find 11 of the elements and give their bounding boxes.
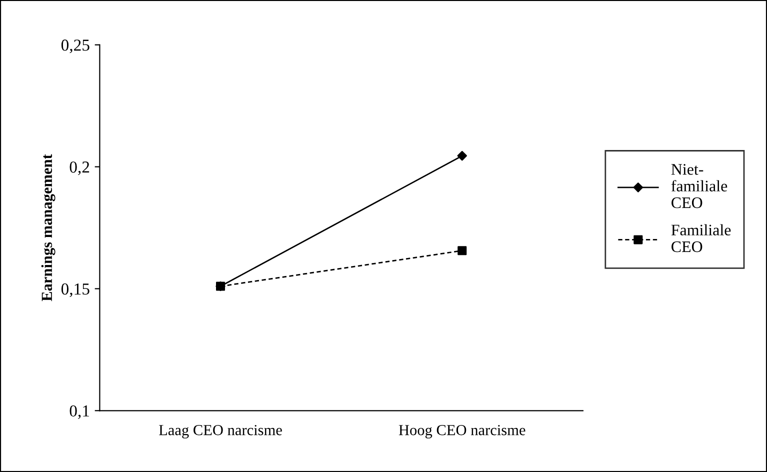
x-tick-label: Hoog CEO narcisme bbox=[398, 424, 526, 438]
y-tick-label: 0,1 bbox=[70, 405, 89, 419]
point bbox=[457, 150, 467, 161]
y-axis-title: Earnings management bbox=[41, 154, 56, 302]
x-tick-label: Laag CEO narcisme bbox=[159, 424, 282, 438]
legend-label: Niet- familiale CEO bbox=[671, 164, 728, 208]
point bbox=[458, 246, 467, 256]
y-tick-label: 0,15 bbox=[61, 283, 90, 298]
y-tick-label: 0,25 bbox=[61, 40, 90, 54]
legend-label: Familiale CEO bbox=[671, 224, 731, 252]
y-tick-label: 0,2 bbox=[70, 161, 90, 176]
